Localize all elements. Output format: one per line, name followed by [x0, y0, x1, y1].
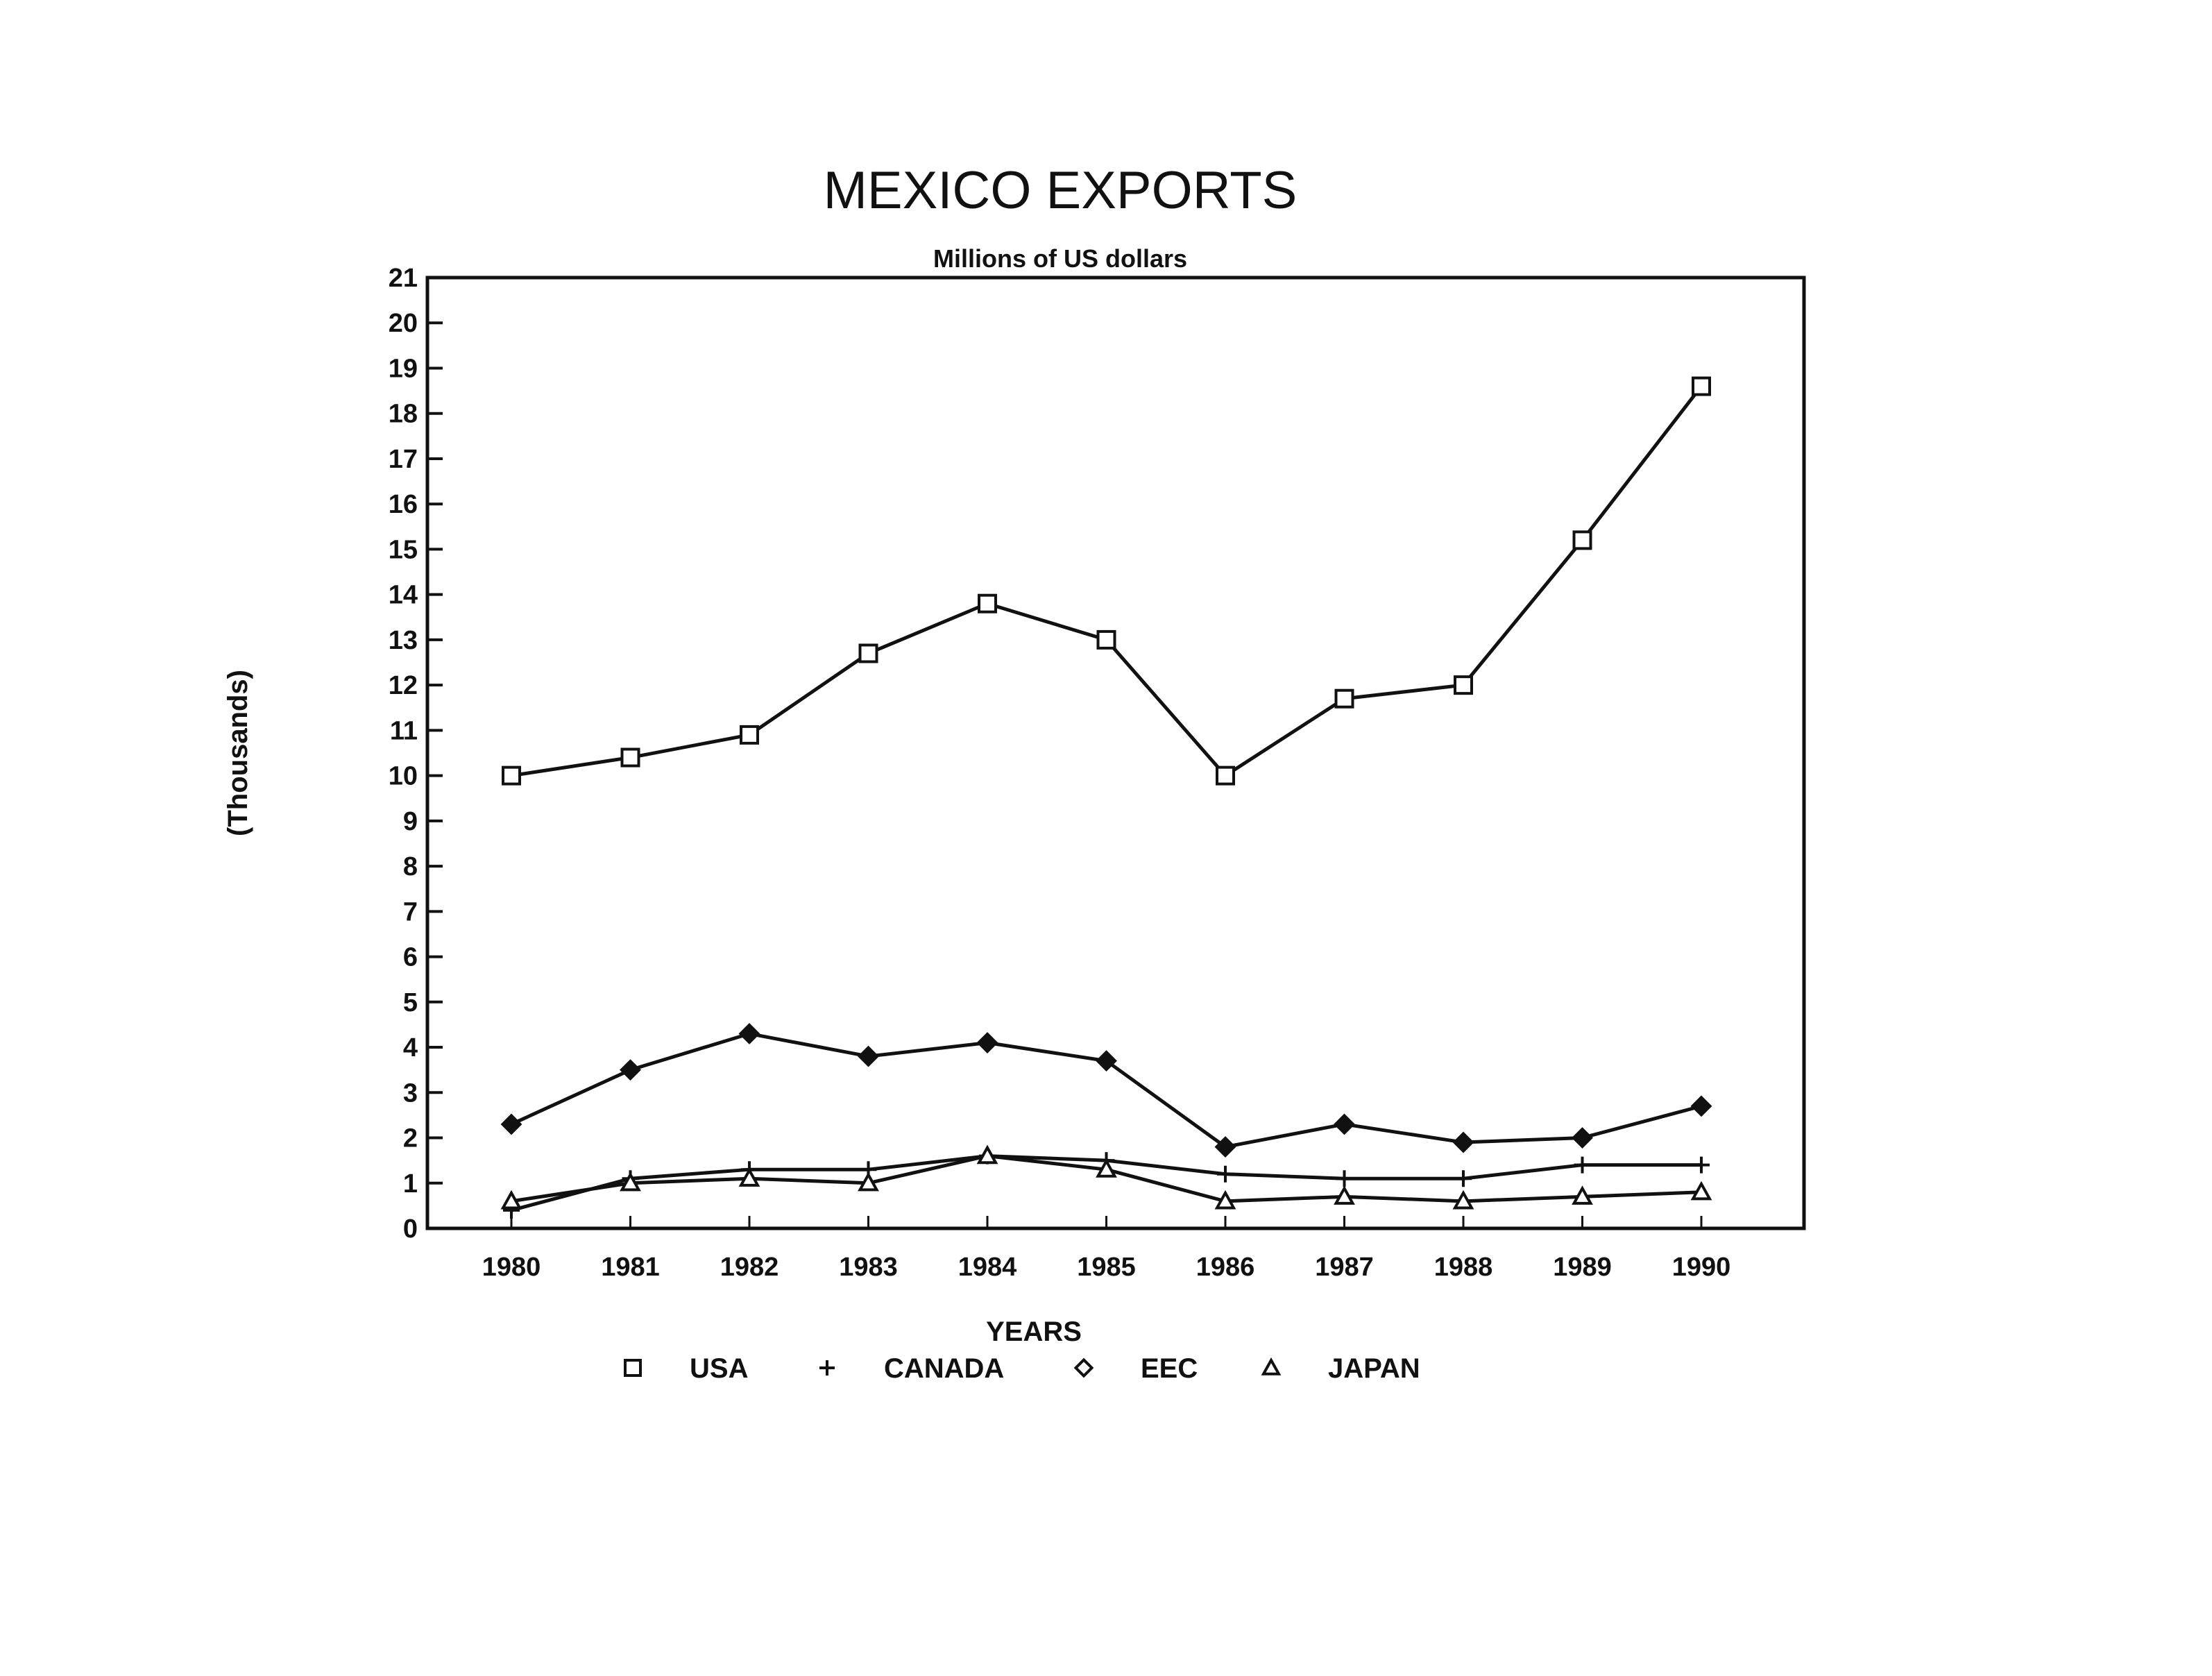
- data-point-japan: [976, 1144, 998, 1165]
- x-tick-label: 1989: [1553, 1253, 1612, 1282]
- y-tick-label: 16: [389, 490, 418, 519]
- y-tick-label: 1: [403, 1169, 418, 1199]
- legend-item-japan: JAPAN: [1261, 1353, 1420, 1384]
- data-point-japan: [858, 1171, 879, 1192]
- data-point-canada: [1574, 1156, 1591, 1174]
- data-point-eec: [738, 1023, 760, 1044]
- data-point-japan: [1690, 1180, 1712, 1201]
- x-tick-label: 1990: [1672, 1253, 1731, 1282]
- y-tick-label: 15: [389, 535, 418, 564]
- data-point-japan: [1452, 1190, 1474, 1210]
- y-axis-label: (Thousands): [223, 670, 253, 836]
- chart-title: MEXICO EXPORTS: [824, 161, 1298, 220]
- y-tick-label: 21: [389, 264, 418, 293]
- x-axis-label: YEARS: [986, 1317, 1082, 1347]
- legend-label-usa: USA: [690, 1353, 748, 1384]
- x-tick-label: 1983: [839, 1253, 898, 1282]
- data-point-usa: [740, 725, 759, 745]
- y-tick-label: 12: [389, 671, 418, 700]
- y-tick-label: 18: [389, 400, 418, 429]
- legend-item-canada: CANADA: [819, 1353, 1004, 1384]
- y-tick-label: 6: [403, 943, 418, 972]
- data-point-eec: [1452, 1131, 1474, 1153]
- series-usa: [502, 376, 1711, 786]
- data-point-eec: [1334, 1113, 1355, 1135]
- data-point-canada: [1693, 1156, 1710, 1174]
- y-tick-label: 0: [403, 1214, 418, 1244]
- y-tick-label: 13: [389, 626, 418, 655]
- data-point-japan: [738, 1167, 760, 1187]
- series-eec: [500, 1023, 1712, 1158]
- legend-item-usa: USA: [624, 1353, 748, 1384]
- data-point-eec: [858, 1045, 879, 1067]
- data-point-japan: [1572, 1185, 1593, 1205]
- series-japan: [500, 1144, 1712, 1210]
- y-tick-label: 4: [403, 1033, 418, 1063]
- data-point-eec: [500, 1113, 522, 1135]
- x-tick-label: 1980: [482, 1253, 541, 1282]
- series-line-usa: [511, 385, 1703, 778]
- data-point-usa: [502, 765, 521, 786]
- series-canada: [503, 1147, 1710, 1219]
- data-point-usa: [1334, 688, 1354, 709]
- y-tick-label: 3: [403, 1078, 418, 1108]
- data-point-usa: [1454, 675, 1473, 695]
- data-point-japan: [620, 1171, 641, 1192]
- data-point-usa: [1692, 376, 1711, 396]
- data-point-japan: [1214, 1190, 1236, 1210]
- series-layer: [500, 376, 1712, 1219]
- data-point-eec: [1572, 1127, 1593, 1149]
- x-tick-label: 1982: [720, 1253, 779, 1282]
- data-point-usa: [1572, 530, 1592, 550]
- legend-label-canada: CANADA: [884, 1353, 1004, 1384]
- legend-marker-eec: [1073, 1357, 1094, 1378]
- data-point-japan: [1096, 1158, 1117, 1178]
- y-tick-label: 9: [403, 807, 418, 836]
- data-point-eec: [1214, 1136, 1236, 1158]
- legend-marker-japan: [1261, 1357, 1282, 1375]
- chart-subtitle: Millions of US dollars: [933, 244, 1187, 273]
- data-point-usa: [620, 747, 640, 768]
- y-tick-label: 2: [403, 1124, 418, 1153]
- data-point-eec: [1690, 1095, 1712, 1117]
- y-tick-label: 8: [403, 852, 418, 881]
- legend-label-eec: EEC: [1141, 1353, 1198, 1384]
- y-tick-label: 17: [389, 445, 418, 474]
- data-point-usa: [978, 593, 997, 613]
- data-point-japan: [500, 1190, 522, 1210]
- x-tick-label: 1981: [601, 1253, 660, 1282]
- data-point-eec: [976, 1032, 998, 1053]
- y-tick-label: 7: [403, 897, 418, 926]
- plot-frame: [425, 276, 1806, 1230]
- legend-marker-usa: [624, 1359, 642, 1377]
- data-point-canada: [1336, 1170, 1353, 1187]
- x-tick-label: 1986: [1196, 1253, 1255, 1282]
- data-point-usa: [858, 643, 878, 663]
- x-tick-label: 1984: [958, 1253, 1017, 1282]
- y-tick-label: 20: [389, 309, 418, 338]
- legend-marker-canada: [819, 1360, 835, 1375]
- y-tick-label: 19: [389, 354, 418, 383]
- y-tick-label: 14: [389, 581, 418, 610]
- legend-label-japan: JAPAN: [1328, 1353, 1420, 1384]
- data-point-canada: [1217, 1165, 1234, 1183]
- y-tick-label: 10: [389, 762, 418, 791]
- x-tick-label: 1988: [1434, 1253, 1493, 1282]
- data-point-usa: [1096, 629, 1116, 650]
- y-tick-label: 5: [403, 988, 418, 1017]
- x-tick-label: 1987: [1315, 1253, 1374, 1282]
- legend: USA CANADA EEC JAPAN: [624, 1353, 1420, 1384]
- data-point-canada: [1455, 1170, 1472, 1187]
- y-tick-label: 11: [390, 716, 418, 745]
- data-point-japan: [1334, 1185, 1355, 1205]
- data-point-usa: [1216, 765, 1235, 786]
- data-point-eec: [620, 1059, 641, 1081]
- data-point-eec: [1096, 1050, 1117, 1072]
- x-axis-ticks: 1980 1981 1982 1983 1984 1985 1986 1987 1988 1989…: [482, 1216, 1731, 1282]
- legend-item-eec: EEC: [1073, 1353, 1198, 1384]
- x-tick-label: 1985: [1077, 1253, 1136, 1282]
